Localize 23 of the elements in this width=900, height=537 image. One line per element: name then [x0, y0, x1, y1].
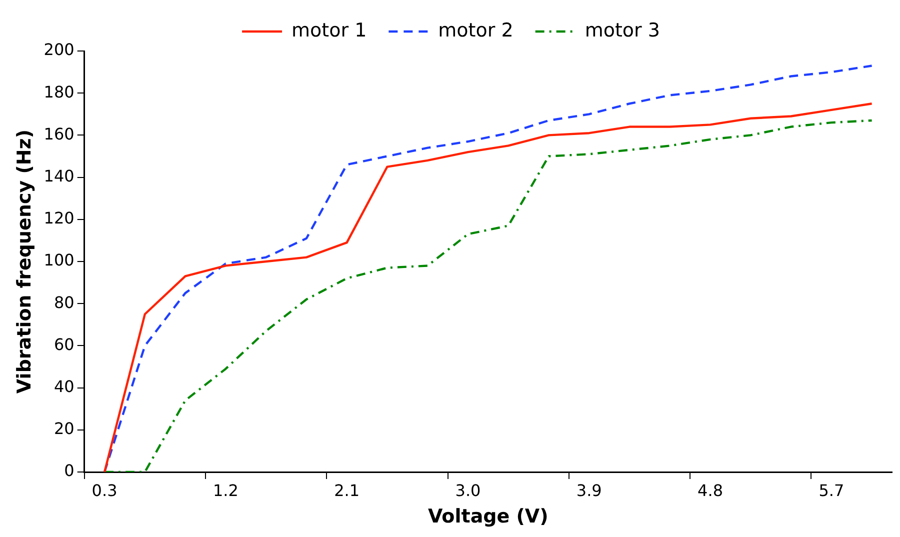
y-tick-label: 180	[44, 82, 74, 102]
x-axis-title: Voltage (V)	[428, 506, 548, 528]
y-tick-label: 60	[54, 334, 74, 354]
x-tick-label: 0.3	[92, 480, 118, 500]
x-tick-label: 1.2	[212, 480, 238, 500]
legend-label: motor 3	[584, 19, 660, 42]
legend-label: motor 1	[292, 19, 367, 42]
y-axis-title: Vibration frequency (Hz)	[13, 129, 36, 394]
y-tick-label: 120	[44, 208, 74, 228]
y-tick-label: 100	[44, 250, 74, 270]
x-tick-label: 4.8	[698, 480, 724, 500]
y-tick-label: 0	[64, 461, 74, 480]
x-tick-label: 3.9	[576, 480, 602, 500]
x-tick-label: 3.0	[455, 480, 481, 500]
y-tick-label: 40	[54, 376, 74, 396]
x-tick-label: 2.1	[334, 480, 360, 500]
y-tick-label: 20	[54, 419, 74, 438]
y-tick-label: 200	[44, 40, 74, 60]
legend-label: motor 2	[438, 19, 514, 42]
y-tick-label: 80	[54, 292, 74, 312]
x-tick-label: 5.7	[818, 480, 844, 500]
y-tick-label: 140	[44, 166, 74, 186]
y-tick-label: 160	[44, 124, 74, 144]
